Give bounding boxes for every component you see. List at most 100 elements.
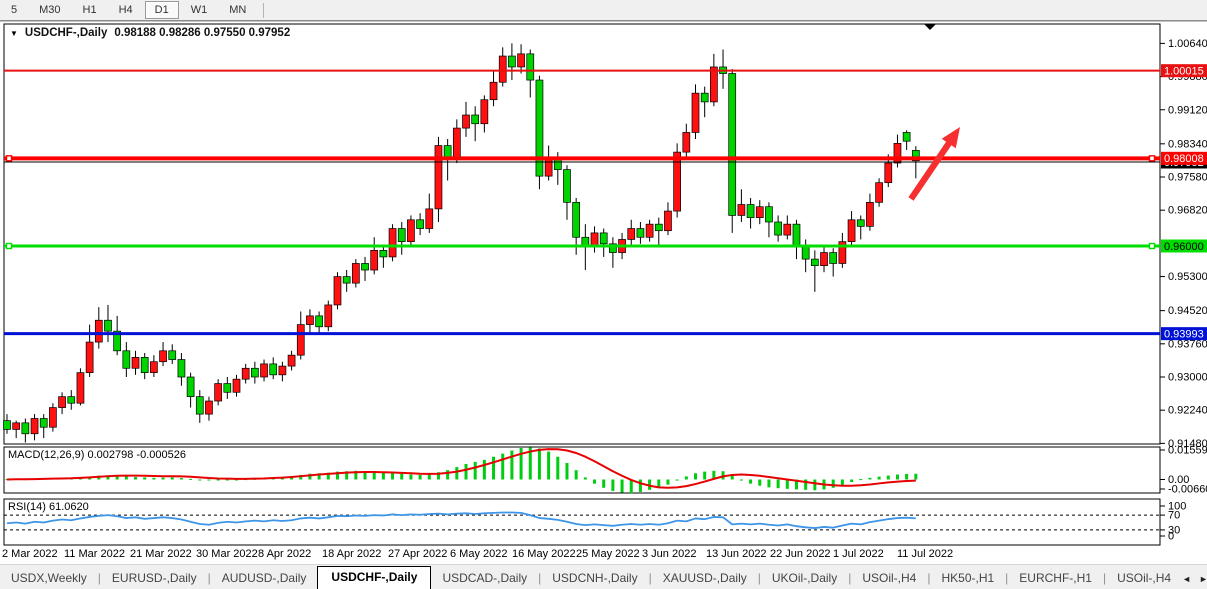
candle-body-down (728, 73, 737, 216)
macd-histogram-bar (446, 470, 450, 480)
macd-histogram-bar (308, 473, 312, 480)
tab-eurchf-h1-10[interactable]: EURCHF-,H1 (1019, 571, 1092, 585)
candle-body-down (397, 228, 406, 242)
tab-scroll-right-icon[interactable]: ► (1199, 574, 1207, 584)
tab-scroll-left-icon[interactable]: ◄ (1182, 574, 1192, 584)
tab-ukoil-daily-7[interactable]: UKOil-,Daily (771, 571, 838, 585)
macd-histogram-bar (583, 477, 587, 480)
candle-body-up (838, 241, 847, 264)
timeframe-button-w1[interactable]: W1 (190, 4, 208, 16)
tab-xauusd-daily-6[interactable]: XAUUSD-,Daily (662, 571, 747, 585)
candle-body-up (452, 127, 461, 160)
hline-handle[interactable] (1148, 242, 1156, 250)
date-axis-label: 27 Apr 2022 (388, 548, 447, 560)
macd-histogram-bar (666, 479, 670, 485)
candle-body-up (875, 182, 883, 203)
candle-body-up (324, 304, 333, 328)
macd-histogram-bar (418, 474, 422, 480)
macd-histogram-bar (675, 479, 679, 481)
candle-body-down (572, 201, 581, 238)
candle-body-up (755, 206, 764, 218)
macd-histogram-bar (391, 472, 395, 480)
macd-histogram-bar (207, 479, 211, 481)
macd-histogram-bar (134, 477, 138, 480)
tab-usoil-h4-11[interactable]: USOil-,H4 (1117, 571, 1172, 585)
hline-handle[interactable] (5, 155, 13, 162)
trend-arrow-annotation[interactable] (908, 127, 960, 201)
date-axis-label: 25 May 2022 (576, 548, 640, 560)
candle-body-up (260, 363, 268, 378)
date-axis-label: 8 Apr 2022 (258, 548, 311, 560)
macd-histogram-bar (198, 479, 202, 481)
tab-usdcnh-daily-5[interactable]: USDCNH-,Daily (552, 571, 638, 585)
macd-histogram-bar (547, 451, 551, 480)
macd-histogram-bar (611, 479, 615, 491)
price-badge-0.96000: 0.96000 (1164, 241, 1204, 253)
macd-indicator-label: MACD(12,26,9) 0.002798 -0.000526 (8, 449, 186, 461)
tab-separator: | (538, 571, 542, 585)
timeframe-button-d1[interactable]: D1 (144, 1, 179, 19)
candle-body-up (306, 315, 314, 325)
symbol-menu-icon[interactable]: ▼ (10, 28, 18, 38)
timeframe-button-mn[interactable]: MN (229, 4, 247, 16)
tab-usoil-h4-8[interactable]: USOil-,H4 (862, 571, 917, 585)
tab-usdx-weekly-0[interactable]: USDX,Weekly (11, 571, 87, 585)
date-axis-label: 18 Apr 2022 (322, 548, 381, 560)
timeframe-button-h1[interactable]: H1 (82, 4, 97, 16)
price-badge-0.98008-bg (1161, 151, 1207, 165)
macd-histogram-bar (895, 474, 899, 480)
candle-body-up (737, 204, 746, 216)
macd-histogram-bar (620, 479, 624, 493)
hline-handle[interactable] (5, 242, 13, 250)
tab-audusd-daily-2[interactable]: AUDUSD-,Daily (221, 571, 307, 585)
candle-body-up (370, 250, 379, 271)
candle-body-up (893, 143, 902, 164)
candle-body-up (30, 418, 39, 435)
macd-histogram-bar (565, 462, 569, 480)
candle-body-down (177, 359, 186, 378)
candle-body-up (150, 361, 158, 373)
macd-histogram-bar (638, 479, 642, 492)
tab-usdcad-daily-4[interactable]: USDCAD-,Daily (442, 571, 528, 585)
macd-histogram-bar (427, 474, 431, 480)
candle-body-up (517, 53, 525, 68)
candle-body-down (3, 420, 11, 430)
macd-histogram-bar (831, 479, 835, 488)
candle-body-up (12, 422, 21, 430)
timeframe-button-m30[interactable]: M30 (39, 4, 61, 16)
candle-body-down (829, 252, 838, 264)
macd-axis-label: -0.006605 (1168, 484, 1207, 496)
macd-histogram-bar (730, 475, 734, 480)
timeframe-button-5[interactable]: 5 (11, 4, 18, 16)
rsi-axis-label: 70 (1168, 510, 1180, 522)
macd-signal-line (6, 448, 916, 489)
candle-body-up (241, 367, 250, 380)
y-axis-label: 0.91480 (1168, 438, 1207, 450)
candle-body-down (67, 396, 76, 404)
tab-eurusd-daily-1[interactable]: EURUSD-,Daily (111, 571, 197, 585)
candle-body-down (361, 263, 369, 271)
candle-body-up (49, 407, 57, 428)
macd-histogram-bar (400, 473, 404, 480)
macd-histogram-bar (694, 473, 697, 480)
candle-body-up (480, 99, 489, 125)
candle-body-up (407, 219, 415, 242)
macd-histogram-bar (492, 456, 496, 480)
macd-histogram-bar (326, 472, 330, 480)
tab-separator: | (1102, 571, 1107, 585)
tab-hk50-h1-9[interactable]: HK50-,H1 (941, 571, 995, 585)
candle-body-down (122, 350, 131, 369)
macd-histogram-bar (785, 479, 789, 489)
macd-panel-border (3, 446, 1161, 494)
hline-handle[interactable] (1148, 155, 1156, 162)
candle-body-up (351, 263, 360, 284)
candle-body-down (563, 169, 571, 203)
tab-separator: | (97, 571, 101, 585)
date-axis-label: 3 Jun 2022 (642, 548, 696, 560)
candle-body-down (39, 418, 48, 428)
timeframe-button-h4[interactable]: H4 (118, 4, 133, 16)
tab-separator: | (1005, 571, 1009, 585)
rsi-panel-border (3, 498, 1161, 546)
tab-usdchf-daily-3[interactable]: USDCHF-,Daily (317, 566, 432, 589)
